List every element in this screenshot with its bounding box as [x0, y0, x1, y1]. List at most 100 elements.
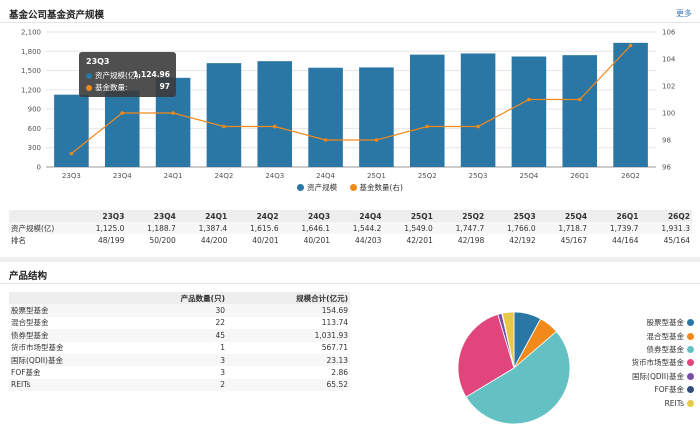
line-point[interactable] [628, 43, 633, 48]
bar[interactable] [206, 63, 242, 167]
table-cell: 45/164 [663, 235, 690, 245]
x-tick-label: 25Q1 [367, 172, 386, 180]
legend-scale-label: 资产规模 [307, 183, 338, 192]
x-tick-label: 24Q4 [316, 172, 335, 180]
x-tick-label: 24Q3 [265, 172, 284, 180]
pie-legend: 股票型基金 混合型基金 债券型基金货币市场型基金 国际(QDII)基金 FOF基金 REI… [614, 316, 694, 410]
pie-legend-item[interactable]: 混合型基金 [614, 329, 694, 342]
table-header-cell: 24Q4 [332, 210, 384, 222]
table-row: 资产规模(亿) 1,125.0 1,188.7 1,387.4 1,615.6 1,646… [9, 222, 692, 234]
tooltip-scale-label: 资产规模(亿): [95, 71, 141, 80]
bar[interactable] [257, 61, 293, 167]
bar[interactable] [54, 94, 89, 167]
table-cell: 1,646.1 [280, 222, 333, 234]
table-cell: 65.52 [227, 378, 350, 392]
tooltip-scale-dot [86, 72, 92, 79]
y-left-tick-label: 1,800 [21, 48, 41, 56]
table-cell: 40/201 [252, 235, 279, 245]
table-header-cell: 23Q4 [126, 210, 178, 222]
table-cell: 50/200 [149, 235, 176, 245]
y-right-tick-label: 100 [662, 110, 675, 118]
pie-legend-dot [687, 332, 694, 340]
y-left-tick-label: 900 [28, 106, 41, 114]
pie-legend-item[interactable]: REITs [614, 396, 694, 409]
table-cell: 货币市场型基金 [11, 343, 64, 353]
table-cell: 48/199 [98, 235, 125, 245]
bar[interactable] [104, 90, 140, 167]
table-row: 货币市场型基金 1 567.71 [9, 342, 350, 354]
y-right-tick-label: 98 [662, 137, 671, 145]
table-cell: 44/203 [355, 235, 382, 245]
pie-legend-item[interactable]: FOF基金 [614, 383, 694, 396]
y-left-tick-label: 600 [28, 125, 41, 133]
table-cell: 42/201 [406, 235, 433, 245]
bar[interactable] [460, 53, 496, 167]
line-point[interactable] [476, 124, 480, 129]
bar[interactable] [511, 56, 547, 167]
y-left-tick-label: 1,200 [21, 86, 41, 94]
legend-scale-dot [297, 184, 305, 191]
x-tick-label: 25Q3 [469, 172, 488, 180]
chart-tooltip: 23Q3 资产规模(亿): 1,124.96 基金数量: 97 [79, 52, 176, 97]
table-cell: 排名 [11, 235, 26, 245]
table-cell: 1 [220, 343, 225, 353]
count-line [71, 45, 632, 154]
table-cell: 1,615.6 [229, 222, 281, 234]
bar[interactable] [308, 67, 343, 167]
line-point[interactable] [527, 97, 531, 102]
pie-slice[interactable] [457, 313, 515, 398]
pie-legend-item[interactable]: 货币市场型基金 [614, 356, 694, 369]
bar[interactable] [613, 42, 648, 167]
table-cell: 股票型基金 [9, 304, 163, 317]
table-row: 国际(QDII)基金 3 23.13 [9, 353, 350, 367]
pie-legend-label: 股票型基金 [646, 318, 685, 328]
bar[interactable] [562, 55, 598, 168]
table-cell: 42/198 [457, 235, 485, 245]
table-cell: 23.13 [227, 353, 350, 367]
pie-slice[interactable] [501, 311, 515, 369]
pie-legend-dot [687, 386, 694, 394]
pie-legend-dot [687, 359, 694, 367]
line-point[interactable] [171, 111, 175, 115]
pie-legend-item[interactable]: 国际(QDII)基金 [614, 370, 694, 383]
table-cell: 3 [163, 353, 227, 367]
table-cell: 45/167 [560, 235, 588, 245]
table-header-cell: 24Q1 [177, 210, 230, 222]
table-cell: 1,718.7 [537, 222, 590, 234]
line-point[interactable] [577, 97, 582, 102]
y-right-tick-label: 104 [662, 56, 676, 64]
line-point[interactable] [425, 124, 430, 129]
table-header-cell: 产品数量(只) [163, 292, 227, 305]
pie-legend-label: 国际(QDII)基金 [632, 371, 684, 381]
line-point[interactable] [272, 124, 277, 129]
pie-legend-item[interactable]: 股票型基金 [614, 316, 694, 329]
table-row: 债券型基金 45 1,031.93 [9, 329, 350, 342]
legend-count-dot [349, 184, 357, 191]
table-header-cell: 26Q1 [589, 210, 641, 222]
product-structure-pie [457, 311, 571, 425]
table-row: 混合型基金 22 113.74 [9, 317, 350, 329]
line-point[interactable] [69, 151, 74, 156]
legend-item-count[interactable]: 基金数量(右) [349, 182, 403, 193]
table-cell: 1,387.4 [177, 222, 230, 234]
bar[interactable] [359, 67, 394, 167]
pie-legend-item[interactable]: 债券型基金 [614, 343, 694, 356]
line-point[interactable] [120, 111, 125, 115]
line-point[interactable] [222, 124, 226, 129]
table-header-cell [9, 292, 163, 305]
line-point[interactable] [323, 138, 328, 142]
table-header-cell: 25Q3 [486, 210, 538, 222]
table-cell: 1,931.3 [640, 222, 692, 234]
table-row: 排名 48/199 50/200 44/200 40/201 40/201 44/203 42… [9, 234, 692, 246]
combo-legend: 资产规模 基金数量(右) [0, 182, 700, 193]
pie-legend-dot [687, 399, 694, 407]
line-point[interactable] [374, 138, 379, 142]
table-cell: 567.71 [321, 343, 348, 353]
more-link[interactable]: 更多 [676, 9, 692, 18]
table-cell: 资产规模(亿) [9, 222, 75, 234]
pie-slice[interactable] [465, 330, 571, 425]
bar[interactable] [409, 54, 445, 167]
table-header-cell: 25Q1 [383, 210, 435, 222]
legend-item-scale[interactable]: 资产规模 [297, 182, 337, 193]
pie-legend-label: 货币市场型基金 [631, 358, 685, 368]
